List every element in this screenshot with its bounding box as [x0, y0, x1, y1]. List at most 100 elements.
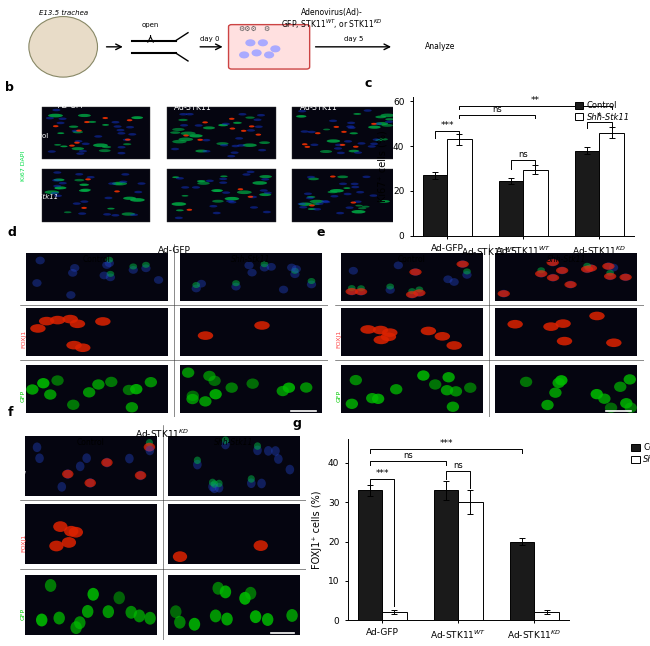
Ellipse shape	[206, 180, 214, 182]
Ellipse shape	[126, 126, 134, 129]
Bar	[495, 308, 637, 357]
Ellipse shape	[415, 286, 423, 293]
Ellipse shape	[609, 264, 618, 271]
Ellipse shape	[53, 185, 61, 187]
Text: ***: ***	[376, 469, 389, 478]
Text: Ad-STK11$^{WT}$: Ad-STK11$^{WT}$	[461, 246, 517, 258]
Ellipse shape	[356, 191, 364, 193]
Circle shape	[581, 266, 593, 273]
Ellipse shape	[74, 616, 86, 629]
Ellipse shape	[285, 464, 294, 474]
Ellipse shape	[32, 443, 42, 452]
Ellipse shape	[368, 145, 376, 148]
Ellipse shape	[74, 179, 85, 182]
Circle shape	[198, 331, 213, 340]
Ellipse shape	[219, 182, 227, 184]
Ellipse shape	[222, 191, 230, 194]
Circle shape	[246, 40, 255, 46]
Ellipse shape	[60, 145, 68, 147]
Text: FOXJ1: FOXJ1	[21, 330, 26, 348]
Ellipse shape	[248, 269, 257, 276]
Ellipse shape	[105, 259, 114, 267]
Ellipse shape	[348, 267, 358, 275]
Ellipse shape	[327, 140, 340, 143]
Ellipse shape	[372, 393, 384, 404]
Ellipse shape	[111, 214, 120, 216]
Ellipse shape	[99, 149, 110, 152]
Bar	[341, 365, 483, 413]
Ellipse shape	[330, 195, 339, 198]
Bar	[168, 575, 300, 635]
Ellipse shape	[74, 141, 80, 143]
Ellipse shape	[259, 141, 270, 144]
Ellipse shape	[54, 144, 61, 146]
Ellipse shape	[462, 271, 472, 279]
Bar	[25, 575, 157, 635]
Ellipse shape	[300, 130, 309, 133]
Ellipse shape	[123, 138, 131, 141]
Ellipse shape	[174, 616, 185, 629]
Ellipse shape	[213, 212, 221, 214]
Ellipse shape	[86, 478, 94, 488]
Ellipse shape	[260, 264, 269, 271]
Ellipse shape	[107, 208, 114, 209]
Ellipse shape	[621, 273, 630, 281]
Ellipse shape	[58, 182, 67, 184]
Ellipse shape	[130, 214, 138, 216]
Bar	[510, 541, 534, 620]
Ellipse shape	[307, 130, 316, 133]
Circle shape	[413, 289, 426, 297]
Ellipse shape	[134, 609, 145, 622]
Ellipse shape	[356, 205, 363, 207]
Ellipse shape	[122, 213, 135, 216]
Ellipse shape	[53, 125, 58, 127]
Ellipse shape	[238, 188, 243, 191]
Bar	[499, 181, 523, 236]
Ellipse shape	[311, 143, 318, 146]
Ellipse shape	[283, 382, 295, 393]
Ellipse shape	[79, 183, 89, 186]
Ellipse shape	[102, 146, 111, 148]
Ellipse shape	[197, 280, 206, 287]
Ellipse shape	[347, 287, 356, 295]
Text: ns: ns	[403, 451, 413, 460]
Circle shape	[84, 479, 96, 487]
Ellipse shape	[257, 479, 266, 488]
Text: Ad-STK11$^{KD}$: Ad-STK11$^{KD}$	[135, 427, 190, 440]
Ellipse shape	[202, 139, 211, 141]
Ellipse shape	[85, 178, 91, 180]
Ellipse shape	[175, 216, 183, 219]
Ellipse shape	[102, 261, 111, 269]
Ellipse shape	[131, 116, 143, 119]
Ellipse shape	[220, 585, 231, 598]
Ellipse shape	[76, 152, 85, 155]
Ellipse shape	[229, 118, 235, 120]
Circle shape	[508, 320, 523, 329]
Ellipse shape	[250, 206, 258, 209]
Text: b: b	[5, 81, 14, 94]
Ellipse shape	[180, 124, 188, 127]
Ellipse shape	[499, 290, 508, 298]
Ellipse shape	[370, 143, 378, 145]
Ellipse shape	[179, 113, 187, 116]
Ellipse shape	[261, 261, 268, 267]
Text: day 5: day 5	[344, 36, 363, 42]
Ellipse shape	[68, 269, 77, 276]
Ellipse shape	[192, 186, 200, 189]
Ellipse shape	[47, 151, 56, 152]
Ellipse shape	[72, 130, 80, 132]
Ellipse shape	[118, 146, 125, 149]
Circle shape	[456, 260, 469, 267]
Ellipse shape	[307, 278, 315, 284]
Ellipse shape	[262, 613, 274, 626]
Bar	[26, 253, 168, 301]
Ellipse shape	[54, 194, 62, 197]
Ellipse shape	[229, 127, 235, 130]
Ellipse shape	[591, 389, 603, 399]
Ellipse shape	[375, 116, 386, 118]
Text: Ad-STK11$^{WT}$: Ad-STK11$^{WT}$	[173, 101, 221, 114]
Circle shape	[75, 344, 90, 352]
Bar	[575, 151, 599, 236]
Ellipse shape	[123, 385, 135, 395]
Ellipse shape	[350, 183, 359, 185]
